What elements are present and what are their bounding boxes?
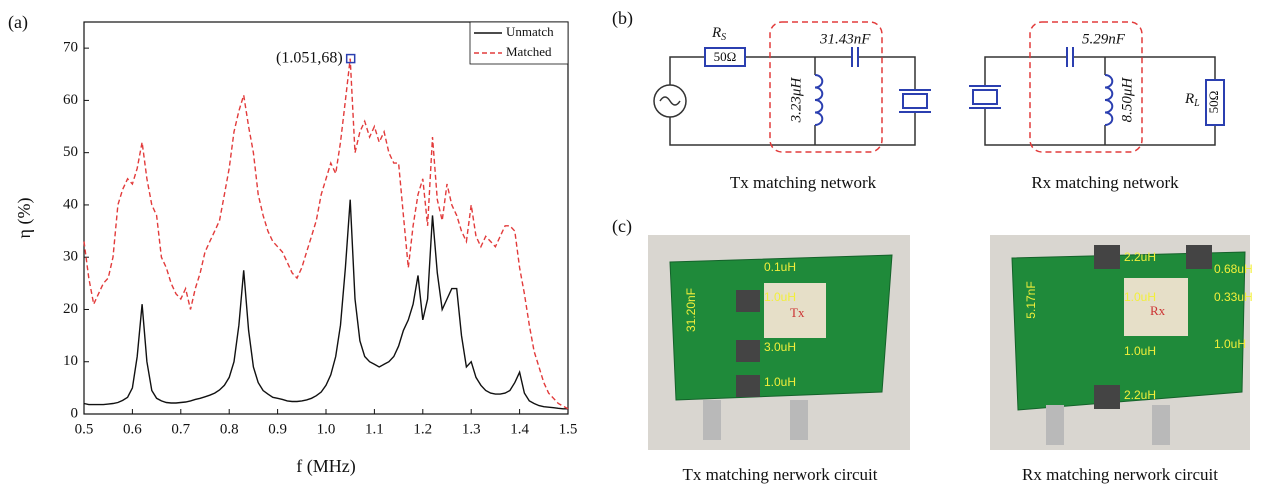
photo-label: 5.17nF [1024,281,1038,318]
x-tick-label: 0.7 [171,421,190,437]
y-tick-label: 60 [63,92,78,108]
subscript: L [1193,98,1200,109]
inductor-part [736,375,760,397]
x-tick-label: 1.4 [510,421,529,437]
y-tick-label: 0 [71,405,79,421]
y-axis-title: η (%) [14,198,35,239]
capacitor-value: 5.29nF [1082,31,1126,47]
rx-photo: 2.2uH 0.68uH 1.0uH 0.33uH 1.0uH 1.0uH 2.… [990,235,1253,484]
inductor-part [1186,245,1212,269]
y-tick-label: 70 [63,40,78,56]
resistor-value: 50Ω [1206,91,1221,114]
panel-label: (a) [8,12,28,33]
capacitor-value: 31.43nF [819,31,871,47]
photo-label: 1.0uH [1124,344,1156,358]
photo-label: 0.33uH [1214,290,1253,304]
wire [985,57,1215,145]
resistor-value: 50Ω [714,49,737,64]
panel-label: (b) [612,8,633,29]
symbol: R [1184,91,1194,107]
x-tick-label: 1.5 [559,421,578,437]
inductor-part [1094,385,1120,409]
resistor-label: RS [711,25,726,43]
figure: (a) f (MHz) η (%) (b) 50Ω RS 31.43nF 3.2… [0,0,1266,488]
symbol: R [711,25,721,41]
x-tick-label: 0.6 [123,421,142,437]
resistor-label: RL [1184,91,1200,109]
x-tick-label: 0.9 [268,421,287,437]
x-tick-label: 1.2 [413,421,432,437]
line-series [84,59,568,409]
tx-circuit: 50Ω RS 31.43nF 3.23μH Tx matching networ… [654,22,931,192]
photo-label: 1.0uH [1214,337,1246,351]
inductor [1105,75,1112,125]
x-tick-label: 1.1 [365,421,384,437]
panel-label: (c) [612,216,632,237]
y-tick-label: 30 [63,249,78,265]
caption: Tx matching nerwork circuit [683,465,878,484]
rx-circuit: 5.29nF 8.50μH 50Ω RL Rx matching network [969,22,1224,192]
board-text: Tx [790,305,805,320]
legend-label: Unmatch [506,24,554,39]
transducer [903,94,927,108]
x-tick-label: 1.3 [462,421,481,437]
x-tick-label: 0.5 [75,421,94,437]
photo-label: 2.2uH [1124,388,1156,402]
photo-label: 0.68uH [1214,262,1253,276]
board-text: Rx [1150,303,1166,318]
x-tick-label: 1.0 [317,421,336,437]
y-tick-label: 20 [63,301,78,317]
x-tick-label: 0.8 [220,421,239,437]
inductor-part [736,340,760,362]
inductor-value: 8.50μH [1119,77,1135,123]
transducer [973,90,997,104]
y-tick-label: 40 [63,196,78,212]
source-symbol [660,97,680,105]
y-tick-label: 10 [63,353,78,369]
photo-label: 3.0uH [764,340,796,354]
y-tick-label: 50 [63,144,78,160]
caption: Rx matching nerwork circuit [1022,465,1218,484]
photo-label: 0.1uH [764,260,796,274]
inductor-value: 3.23μH [788,77,804,124]
caption: Tx matching network [730,173,877,192]
legend-label: Matched [506,44,552,59]
photo-label: 1.0uH [764,290,796,304]
connector [1046,405,1064,445]
x-axis-title: f (MHz) [296,456,355,477]
inductor-part [1094,245,1120,269]
photo-label: 31.20nF [684,288,698,332]
inductor [815,75,822,125]
photo-label: 1.0uH [764,375,796,389]
connector [703,400,721,440]
capacitor [852,47,858,67]
caption: Rx matching network [1031,173,1179,192]
chart-a: 0 10 20 30 40 50 60 70 0.5 0.6 0.7 0.8 0.9 1.0 1.1 1.2 1… [63,22,577,437]
subscript: S [721,32,726,43]
connector [1152,405,1170,445]
inductor-part [736,290,760,312]
photo-label: 2.2uH [1124,250,1156,264]
connector [790,400,808,440]
line-series [84,200,568,409]
tx-photo: 0.1uH 1.0uH 3.0uH 1.0uH 31.20nF Tx Tx ma… [648,235,910,484]
annotation-label: (1.051,68) [276,49,343,66]
capacitor [1067,47,1073,67]
